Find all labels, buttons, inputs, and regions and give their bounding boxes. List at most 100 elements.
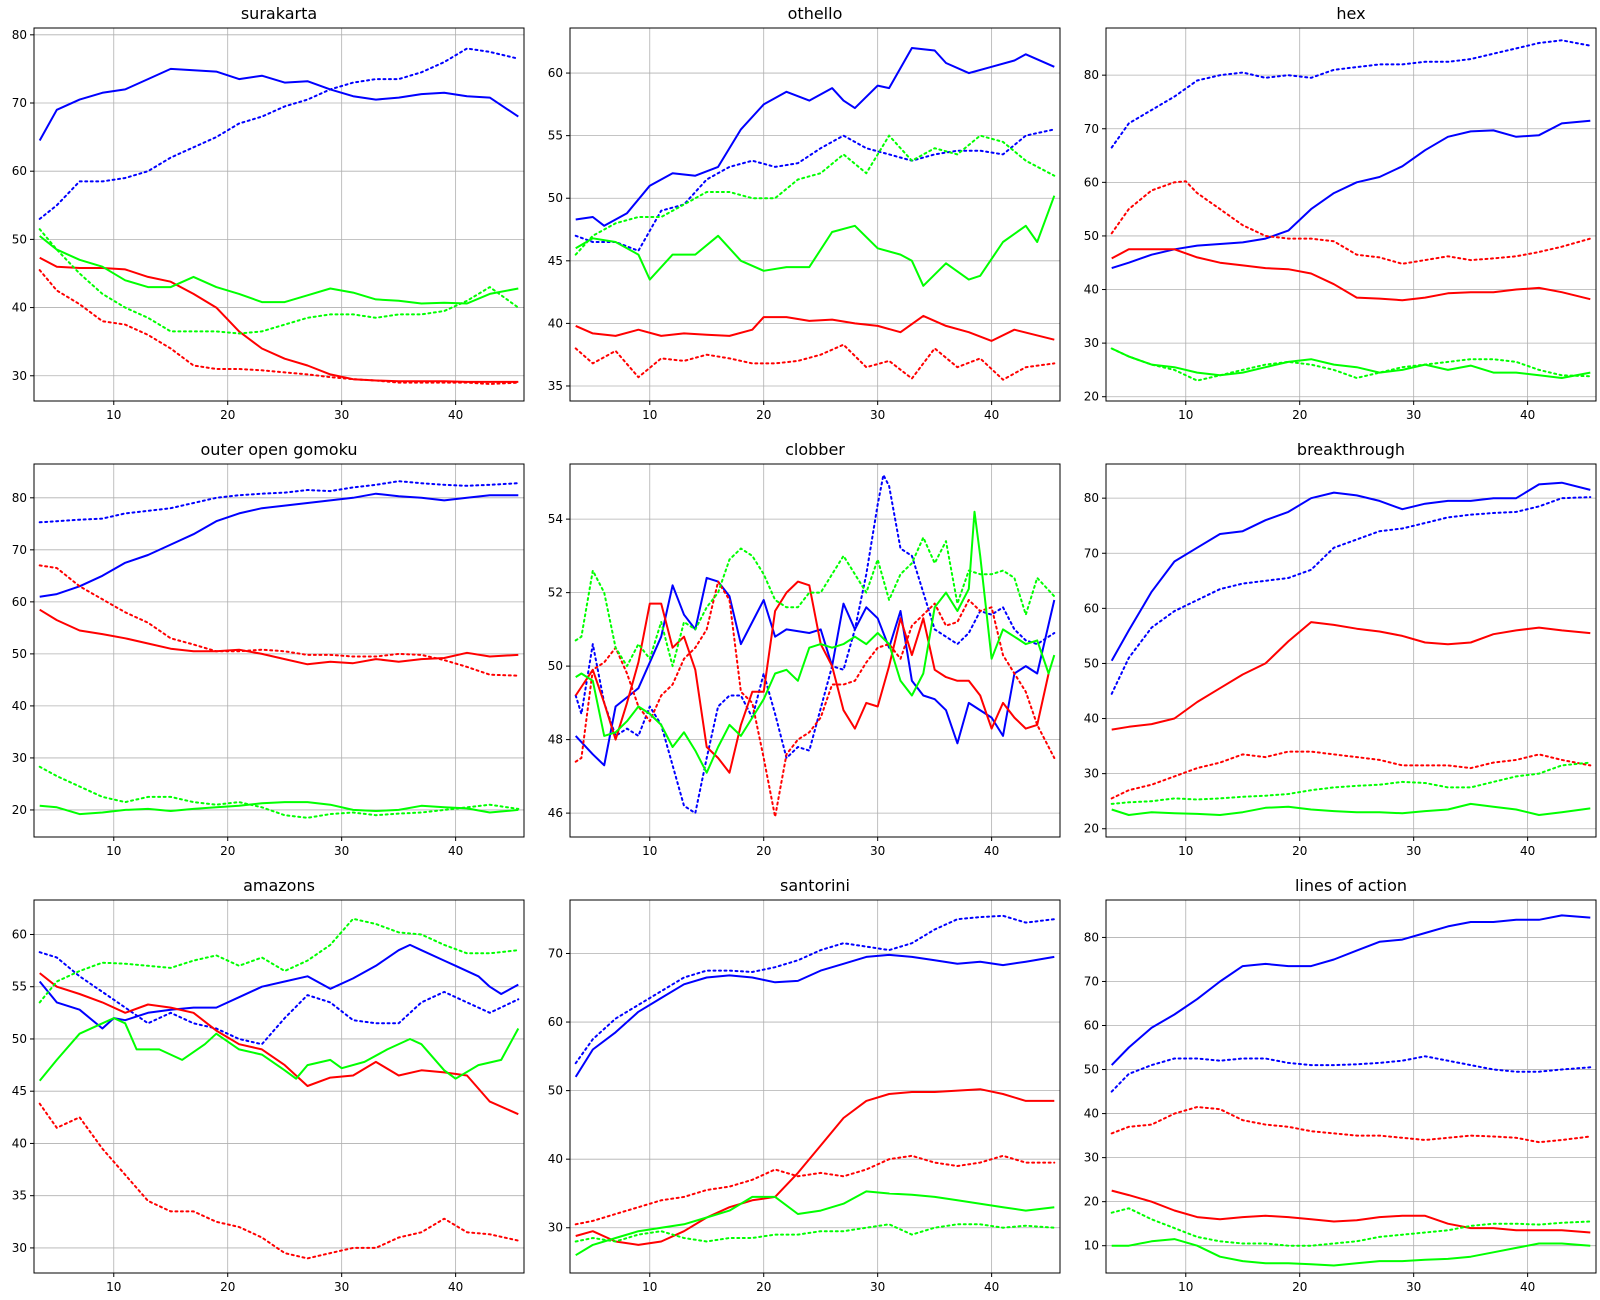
- y-tick-label: 52: [548, 586, 563, 600]
- chart-title: amazons: [243, 876, 315, 895]
- y-tick-label: 50: [548, 659, 563, 673]
- x-tick-label: 20: [1292, 408, 1307, 422]
- y-tick-label: 60: [12, 927, 27, 941]
- x-tick-label: 10: [106, 1280, 121, 1294]
- series-line-solid-4: [39, 235, 519, 305]
- series-line-solid-0: [38, 67, 519, 141]
- plot-area: [1106, 28, 1596, 401]
- series-line-solid-0: [1111, 119, 1591, 270]
- y-tick-label: 40: [1084, 712, 1099, 726]
- x-tick-label: 20: [756, 1280, 771, 1294]
- x-tick-label: 40: [984, 1280, 999, 1294]
- series-line-dotted-5: [574, 1223, 1056, 1243]
- y-tick-label: 50: [12, 647, 27, 661]
- chart-title: clobber: [785, 440, 845, 459]
- series-line-solid-2: [575, 1088, 1055, 1246]
- chart-panel-breakthrough: 10 20 30 40 20 30 40 50 60 70 80 breakthrough: [1084, 440, 1597, 858]
- y-tick-label: 50: [548, 191, 563, 205]
- x-tick-label: 20: [220, 844, 235, 858]
- y-tick-label: 60: [12, 164, 27, 178]
- series-line-dotted-5: [1110, 347, 1592, 382]
- series-line-dotted-3: [38, 269, 520, 385]
- y-tick-label: 80: [12, 28, 27, 42]
- y-tick-label: 30: [1084, 767, 1099, 781]
- y-tick-label: 35: [548, 379, 563, 393]
- y-tick-label: 60: [548, 1015, 563, 1029]
- y-tick-label: 60: [1084, 1019, 1099, 1033]
- axes-frame: [33, 27, 525, 402]
- x-tick-label: 30: [334, 1280, 349, 1294]
- y-tick-label: 50: [548, 1084, 563, 1098]
- x-tick-label: 10: [642, 408, 657, 422]
- y-tick-label: 50: [12, 1032, 27, 1046]
- series-line-dotted-3: [1110, 750, 1592, 800]
- plot-area: [34, 28, 524, 401]
- series-line-dotted-5: [38, 765, 520, 819]
- y-tick-label: 70: [548, 946, 563, 960]
- y-tick-label: 70: [1084, 974, 1099, 988]
- x-tick-label: 30: [870, 408, 885, 422]
- series-line-dotted-1: [574, 914, 1056, 1065]
- series-line-solid-2: [1111, 621, 1591, 731]
- x-tick-label: 20: [756, 844, 771, 858]
- chart-panel-amazons: 10 20 30 40 30 35 40 45 50 55 60 amazons: [12, 876, 525, 1294]
- series-line-solid-0: [1110, 914, 1591, 1066]
- y-tick-label: 45: [12, 1084, 27, 1098]
- chart-panel-outer-open-gomoku: 10 20 30 40 20 30 40 50 60 70 80 outer open gomoku: [12, 440, 525, 858]
- x-tick-label: 30: [870, 1280, 885, 1294]
- series-group: [574, 474, 1056, 818]
- series-line-solid-2: [1111, 1189, 1591, 1234]
- y-tick-label: 80: [1084, 930, 1099, 944]
- y-tick-label: 40: [1084, 283, 1099, 297]
- series-group: [38, 917, 520, 1260]
- series-line-dotted-3: [574, 1154, 1056, 1226]
- series-line-dotted-1: [38, 47, 520, 220]
- y-tick-label: 54: [548, 512, 563, 526]
- axes-frame: [569, 899, 1061, 1274]
- series-line-solid-0: [1110, 481, 1591, 662]
- x-tick-label: 40: [448, 844, 463, 858]
- x-tick-label: 40: [1520, 1280, 1535, 1294]
- series-group: [1110, 39, 1592, 382]
- series-line-dotted-3: [1110, 180, 1592, 265]
- series-line-dotted-1: [574, 474, 1056, 815]
- x-tick-label: 10: [106, 844, 121, 858]
- series-line-solid-4: [1111, 1238, 1591, 1267]
- y-tick-label: 80: [12, 491, 27, 505]
- x-tick-label: 40: [984, 844, 999, 858]
- x-tick-label: 20: [756, 408, 771, 422]
- series-line-dotted-5: [574, 134, 1056, 256]
- x-tick-label: 30: [334, 408, 349, 422]
- series-line-dotted-5: [574, 536, 1056, 668]
- x-tick-label: 40: [448, 1280, 463, 1294]
- y-tick-label: 70: [12, 96, 27, 110]
- axes-frame: [33, 899, 525, 1274]
- chart-panel-clobber: 10 20 30 40 46 48 50 52 54 clobber: [548, 440, 1061, 858]
- x-tick-label: 10: [106, 408, 121, 422]
- y-tick-label: 40: [548, 1152, 563, 1166]
- x-tick-label: 20: [220, 1280, 235, 1294]
- series-line-solid-0: [39, 492, 519, 598]
- axes-frame: [1105, 899, 1597, 1274]
- x-tick-label: 30: [1406, 844, 1421, 858]
- chart-panel-lines-of-action: 10 20 30 40 10 20 30 40 50 60 70 80 lines of action: [1084, 876, 1597, 1294]
- series-line-dotted-5: [1110, 1207, 1592, 1247]
- y-tick-label: 70: [1084, 122, 1099, 136]
- axes-frame: [569, 27, 1061, 402]
- x-tick-label: 20: [1292, 844, 1307, 858]
- y-tick-label: 20: [1084, 1195, 1099, 1209]
- series-line-dotted-3: [1110, 1106, 1592, 1144]
- x-tick-label: 40: [448, 408, 463, 422]
- chart-title: breakthrough: [1297, 440, 1405, 459]
- y-tick-label: 40: [548, 316, 563, 330]
- series-group: [1110, 481, 1592, 816]
- y-tick-label: 50: [12, 232, 27, 246]
- plot-area: [570, 900, 1060, 1273]
- y-tick-label: 30: [12, 751, 27, 765]
- y-tick-label: 30: [12, 369, 27, 383]
- y-tick-label: 30: [12, 1241, 27, 1255]
- axes-frame: [569, 463, 1061, 838]
- series-line-solid-2: [39, 972, 519, 1116]
- series-line-dotted-1: [574, 128, 1056, 252]
